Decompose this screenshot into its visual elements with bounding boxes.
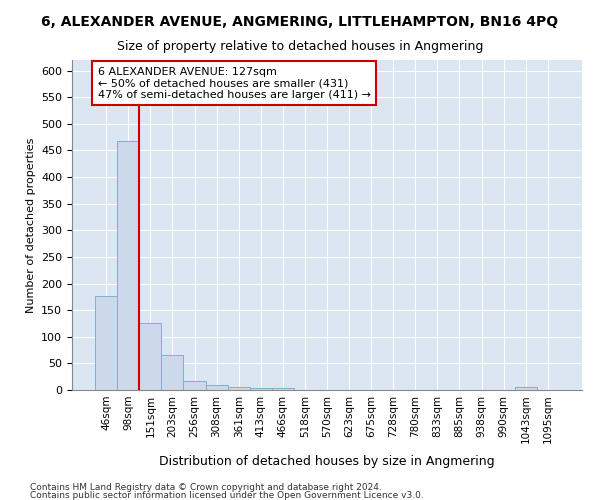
Bar: [272, 388, 294, 390]
Text: Contains HM Land Registry data © Crown copyright and database right 2024.: Contains HM Land Registry data © Crown c…: [30, 483, 382, 492]
Bar: [161, 355, 184, 390]
Bar: [206, 385, 227, 390]
Y-axis label: Number of detached properties: Number of detached properties: [26, 138, 35, 312]
Bar: [515, 388, 537, 390]
X-axis label: Distribution of detached houses by size in Angmering: Distribution of detached houses by size …: [159, 454, 495, 468]
Bar: [117, 142, 139, 390]
Text: 6 ALEXANDER AVENUE: 127sqm
← 50% of detached houses are smaller (431)
47% of sem: 6 ALEXANDER AVENUE: 127sqm ← 50% of deta…: [97, 66, 371, 100]
Bar: [250, 388, 272, 390]
Text: 6, ALEXANDER AVENUE, ANGMERING, LITTLEHAMPTON, BN16 4PQ: 6, ALEXANDER AVENUE, ANGMERING, LITTLEHA…: [41, 15, 559, 29]
Bar: [184, 381, 206, 390]
Text: Size of property relative to detached houses in Angmering: Size of property relative to detached ho…: [117, 40, 483, 53]
Bar: [227, 387, 250, 390]
Text: Contains public sector information licensed under the Open Government Licence v3: Contains public sector information licen…: [30, 490, 424, 500]
Bar: [95, 296, 117, 390]
Bar: [139, 324, 161, 390]
